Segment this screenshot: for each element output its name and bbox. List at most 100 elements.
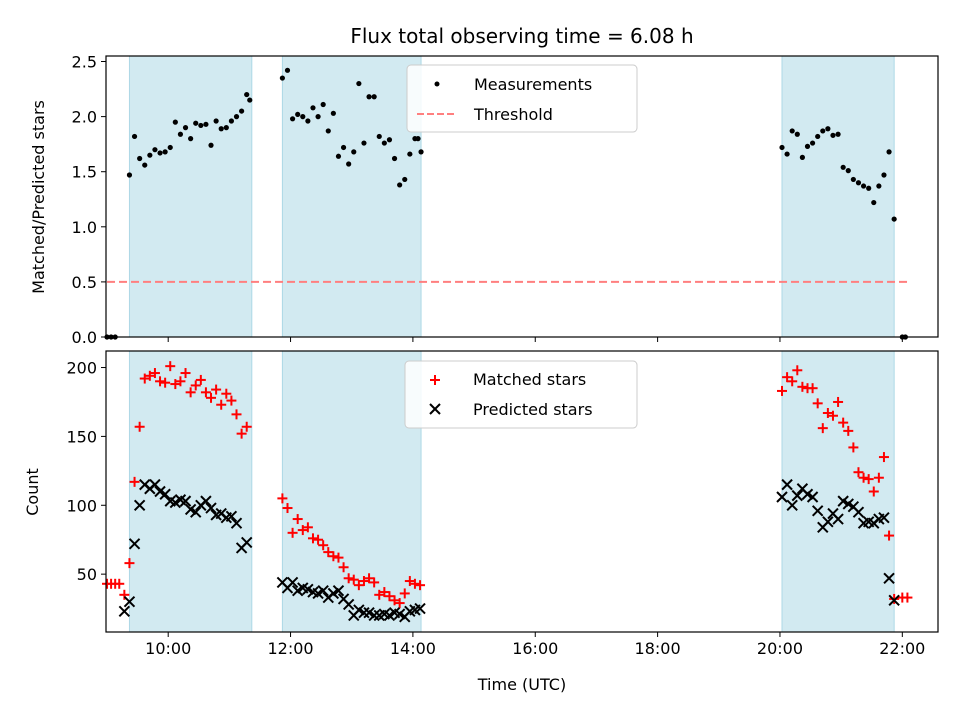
predicted-stars-point-6	[149, 478, 161, 491]
matched-stars-point-4	[119, 589, 130, 600]
measurements-point-49	[386, 137, 393, 143]
measurements-point-47	[376, 133, 382, 140]
measurements-point-29	[284, 67, 291, 73]
chart-title: Flux total observing time = 6.08 h	[350, 24, 693, 48]
matched-stars-point-10	[149, 368, 160, 379]
matched-stars-point-17	[185, 387, 196, 398]
matched-stars-point-24	[221, 388, 232, 399]
matched-stars-point-21	[206, 392, 217, 403]
matched-stars-point-38	[323, 547, 334, 558]
measurements-point-71	[850, 176, 856, 183]
top-legend-box	[406, 64, 638, 133]
predicted-stars-point-36	[332, 584, 345, 597]
matched-stars-point-23	[216, 399, 227, 410]
matched-stars-point-11	[155, 376, 166, 387]
measurements-point-66	[825, 126, 831, 132]
measurements-point-25	[239, 108, 245, 114]
y-tick-label: 200	[66, 359, 97, 378]
matched-stars-point-68	[833, 396, 844, 407]
matched-stars-point-18	[190, 380, 201, 391]
matched-stars-point-47	[369, 577, 380, 588]
measurements-point-13	[177, 131, 184, 137]
matched-stars-point-39	[328, 551, 339, 562]
measurements-point-15	[188, 136, 194, 142]
predicted-stars-point-68	[852, 506, 865, 518]
y-tick-label: 2.5	[72, 53, 97, 72]
measurements-point-52	[402, 176, 408, 183]
matched-stars-point-50	[384, 591, 395, 602]
bottom-panel-frame	[105, 350, 939, 633]
measurements-point-22	[223, 125, 229, 131]
matched-stars-point-77	[878, 452, 889, 463]
measurements-point-53	[407, 151, 413, 157]
x-tick-label: 10:00	[145, 639, 191, 658]
measurements-point-62	[804, 143, 811, 149]
matched-stars-point-65	[817, 423, 828, 434]
predicted-stars-point-27	[286, 576, 299, 589]
measurements-point-3	[126, 172, 133, 178]
measurements-point-12	[172, 119, 178, 125]
matched-stars-point-30	[282, 503, 293, 514]
measurements-point-58	[784, 151, 790, 157]
matched-stars-point-27	[236, 428, 247, 439]
matched-stars-point-56	[415, 580, 426, 591]
predicted-stars-point-41	[358, 607, 370, 619]
bottom-panel-y-ticks: 50 100 150 200	[66, 359, 106, 584]
top-panel-shaded-intervals	[128, 55, 895, 338]
matched-stars-point-57	[777, 385, 787, 396]
matched-stars-point-5	[124, 558, 135, 569]
matched-stars-point-35	[307, 533, 318, 544]
measurements-point-9	[157, 150, 163, 156]
legend-predicted-label: Predicted stars	[473, 400, 593, 419]
matched-stars-point-71	[848, 442, 859, 453]
matched-stars-point-46	[364, 573, 375, 584]
measurements-point-14	[182, 125, 189, 131]
measurements-point-57	[779, 144, 785, 151]
measurements-point-60	[794, 131, 800, 137]
matched-stars-point-8	[139, 373, 150, 384]
predicted-stars-point-0	[118, 605, 131, 618]
x-tick-label: 22:00	[879, 639, 925, 658]
matched-stars-point-44	[353, 580, 364, 591]
bottom-panel: 10:00 12:00 14:00 16:00 18:00 20:00 22:00 50 10…	[23, 350, 939, 694]
predicted-stars-point-43	[368, 609, 380, 622]
measurements-point-11	[167, 144, 173, 151]
predicted-stars-point-54	[781, 478, 793, 491]
y-tick-label: 1.5	[72, 163, 97, 182]
measurements-point-50	[391, 155, 398, 162]
matched-stars-point-33	[297, 525, 308, 536]
predicted-stars-point-21	[225, 510, 238, 523]
bottom-panel-legend: Matched stars Predicted stars	[404, 360, 638, 429]
predicted-stars-point-38	[342, 598, 355, 611]
legend-matched-label: Matched stars	[473, 370, 586, 389]
measurements-point-70	[845, 168, 851, 174]
matched-stars-point-63	[807, 383, 818, 394]
y-tick-label: 2.0	[72, 108, 97, 127]
predicted-stars-point-56	[791, 489, 804, 502]
y-tick-label: 0.5	[72, 273, 97, 292]
matched-stars-point-3	[114, 578, 125, 589]
matched-stars-point-15	[175, 376, 186, 387]
predicted-stars-point-24	[240, 536, 253, 549]
measurements-point-64	[815, 133, 821, 140]
measurements-point-77	[881, 172, 887, 178]
predicted-stars-point-75	[888, 594, 900, 607]
predicted-stars-point-55	[786, 499, 798, 511]
measurements-point-75	[871, 199, 877, 206]
measurements-point-18	[203, 121, 209, 127]
matched-stars-point-14	[170, 379, 181, 390]
measurements-point-63	[809, 140, 816, 146]
matched-stars-point-72	[853, 467, 864, 478]
measurements-point-74	[866, 185, 872, 191]
matched-stars-point-28	[241, 421, 252, 432]
y-tick-label: 0.0	[72, 328, 97, 347]
matched-stars-point-19	[195, 374, 206, 385]
matched-stars-point-12	[160, 377, 171, 388]
matched-stars-point-53	[399, 588, 410, 599]
matched-stars-point-74	[863, 474, 874, 485]
matched-stars-point-64	[812, 398, 823, 409]
top-panel-y-axis-label: Matched/Predicted stars	[29, 100, 48, 294]
matched-stars-point-6	[129, 476, 140, 487]
predicted-stars-point-53	[776, 491, 788, 503]
